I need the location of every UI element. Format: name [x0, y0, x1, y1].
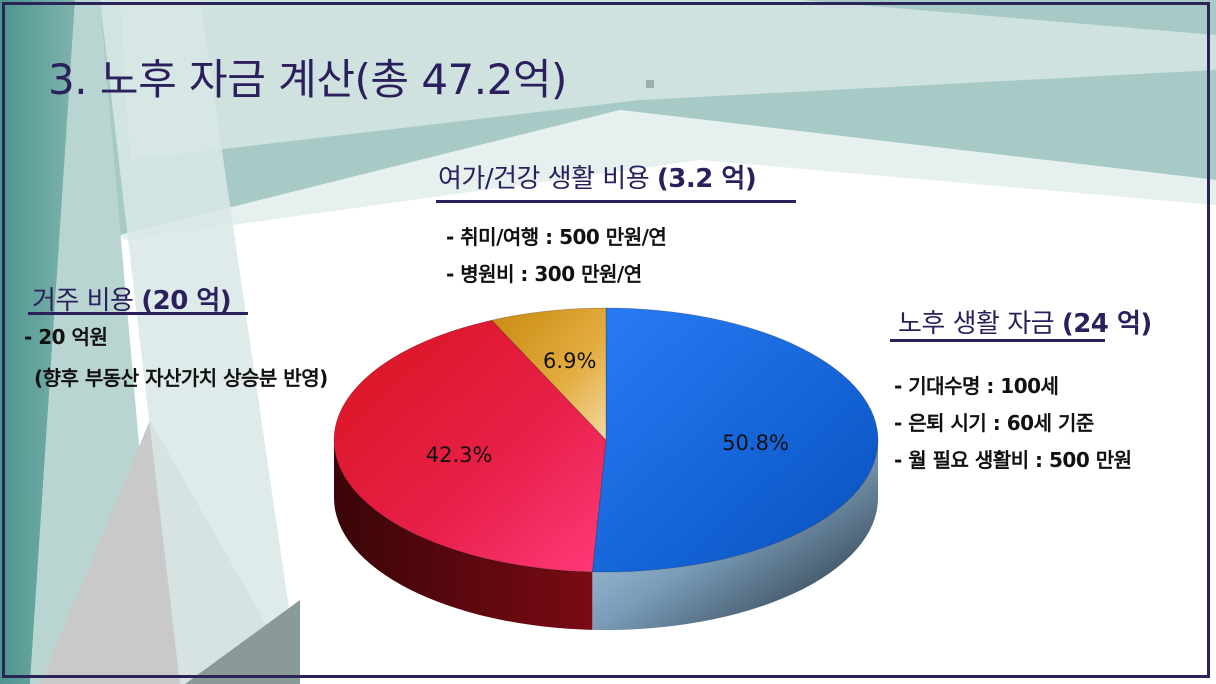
pie-slice-housing-side [334, 440, 593, 630]
bg-top-highlight [120, 0, 1216, 160]
leisure-underline [436, 200, 796, 203]
pie-slice-housing [333, 319, 607, 573]
leisure-items: - 취미/여행 : 500 만원/연 - 병원비 : 300 만원/연 [446, 223, 667, 297]
living-amount: (24 억) [1061, 309, 1152, 339]
housing-item-amount: - 20 억원 [24, 325, 108, 349]
living-heading: 노후 생활 자금 (24 억) [898, 303, 1152, 340]
housing-heading-text: 거주 비용 [32, 286, 134, 316]
housing-underline [28, 312, 248, 315]
living-underline [890, 339, 1105, 342]
title-dot [646, 80, 654, 88]
pie-slice-living [591, 307, 879, 573]
housing-note: (향후 부동산 자산가치 상승분 반영) [34, 366, 328, 390]
living-items: - 기대수명 : 100세 - 은퇴 시기 : 60세 기준 - 월 필요 생활… [894, 372, 1132, 483]
pie-slice-living-side [592, 440, 878, 630]
bg-left-pale [100, 0, 300, 684]
living-item-monthly-expense: - 월 필요 생활비 : 500 만원 [894, 448, 1132, 472]
bg-left-dark-corner [185, 600, 300, 684]
leisure-heading-text: 여가/건강 생활 비용 [438, 164, 650, 194]
leisure-heading: 여가/건강 생활 비용 (3.2 억) [438, 158, 757, 195]
living-heading-text: 노후 생활 자금 [898, 309, 1055, 339]
pie-slice-leisure [490, 307, 607, 441]
leisure-item-hospital: - 병원비 : 300 만원/연 [446, 262, 642, 286]
leisure-amount: (3.2 억) [656, 164, 757, 194]
slide-title: 3. 노후 자금 계산(총 47.2억) [48, 55, 567, 104]
housing-heading: 거주 비용 (20 억) [32, 280, 232, 317]
bg-left-strip [0, 0, 75, 684]
living-item-retirement-age: - 은퇴 시기 : 60세 기준 [894, 411, 1094, 435]
pie-slice-living-label: 50.8% [722, 431, 789, 455]
pie-tops [333, 307, 879, 573]
leisure-item-hobby: - 취미/여행 : 500 만원/연 [446, 225, 667, 249]
housing-items: - 20 억원 [24, 323, 108, 360]
pie-slice-housing-label: 42.3% [426, 443, 493, 467]
pie-labels: 50.8% 42.3% 6.9% [426, 349, 789, 467]
housing-amount: (20 억) [141, 286, 232, 316]
pie-slice-leisure-label: 6.9% [543, 349, 596, 373]
bg-top-edge [120, 110, 1216, 240]
pie-sides [334, 440, 878, 630]
living-item-life-expectancy: - 기대수명 : 100세 [894, 374, 1059, 398]
